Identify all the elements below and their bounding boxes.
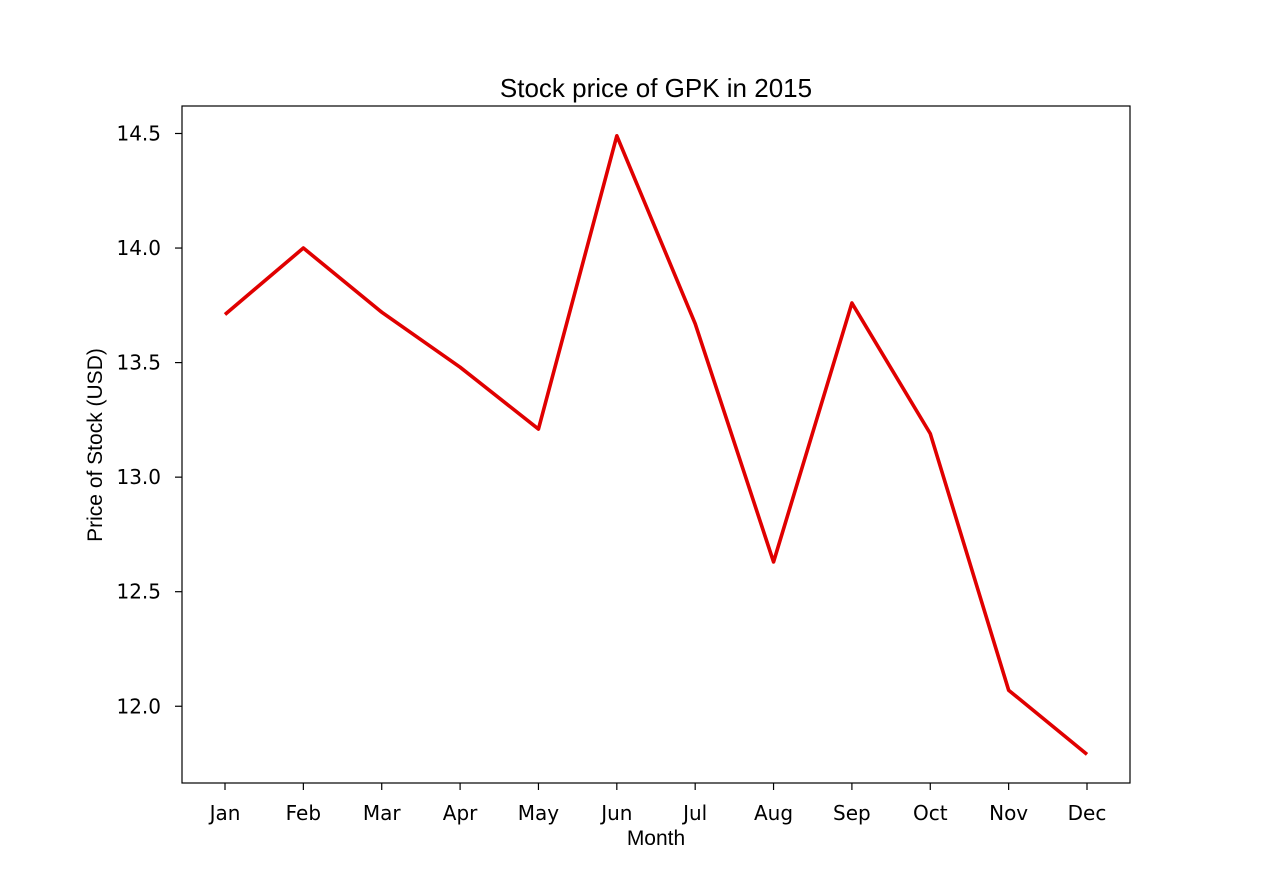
x-tick-label: Nov bbox=[989, 801, 1028, 825]
y-tick-label: 13.5 bbox=[116, 351, 161, 375]
y-tick-label: 14.0 bbox=[116, 236, 161, 260]
plot-area-frame bbox=[181, 105, 1131, 784]
x-tick-label: Sep bbox=[833, 801, 871, 825]
series-group bbox=[223, 133, 1089, 756]
y-tick-label: 13.0 bbox=[116, 465, 161, 489]
y-axis: 12.0 12.5 13.0 13.5 14.0 14.5 bbox=[116, 121, 182, 718]
x-axis-label: Month bbox=[627, 827, 685, 850]
y-tick-label: 12.5 bbox=[116, 580, 161, 604]
series-line bbox=[223, 133, 1089, 756]
x-tick-label: Aug bbox=[754, 801, 793, 825]
x-tick-label: Dec bbox=[1068, 801, 1107, 825]
x-tick-label: May bbox=[518, 801, 560, 825]
y-tick-label: 14.5 bbox=[116, 121, 161, 145]
y-tick-label: 12.0 bbox=[116, 694, 161, 718]
x-tick-label: Jan bbox=[208, 801, 241, 825]
x-tick-label: Mar bbox=[363, 801, 402, 825]
x-tick-label: Oct bbox=[913, 801, 948, 825]
x-tick-label: Jun bbox=[599, 801, 632, 825]
x-tick-label: Apr bbox=[443, 801, 478, 825]
x-tick-label: Feb bbox=[286, 801, 321, 825]
x-axis: Jan Feb Mar Apr May Jun Jul Aug Sep Oct Nov Dec bbox=[208, 783, 1107, 825]
x-tick-label: Jul bbox=[681, 801, 707, 825]
y-axis-label: Price of Stock (USD) bbox=[84, 348, 107, 542]
chart-title: Stock price of GPK in 2015 bbox=[500, 73, 812, 103]
